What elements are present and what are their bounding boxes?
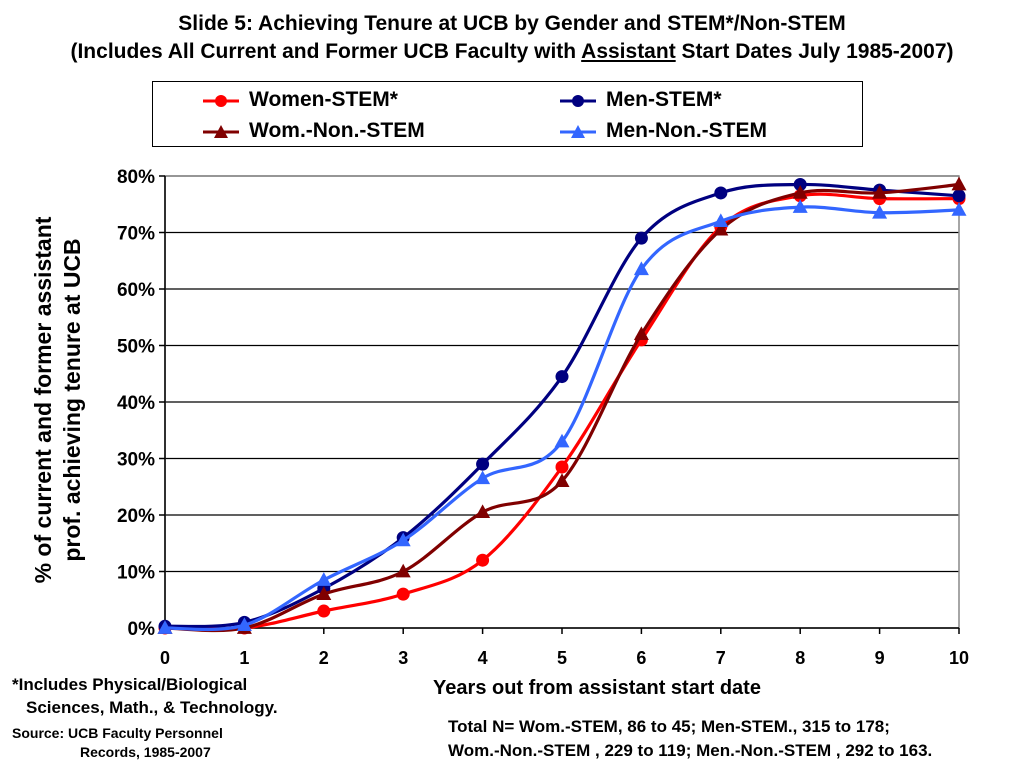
series-women-stem [158,189,966,635]
y-axis-label-line2: prof. achieving tenure at UCB [59,238,85,561]
triangle-marker-icon [203,125,239,138]
source-line1: Source: UCB Faculty Personnel [12,725,223,741]
y-tick-label: 10% [117,563,155,584]
y-tick-label: 60% [117,280,155,301]
circle-marker-icon [203,95,239,107]
page-subtitle: (Includes All Current and Former UCB Fac… [0,40,1024,64]
x-tick-label: 5 [557,648,567,668]
x-tick-label: 1 [239,648,249,668]
data-point [395,532,411,547]
subtitle-underlined-word: Assistant [581,40,676,63]
data-point [872,204,888,219]
x-tick-label: 8 [795,648,805,668]
data-point [872,185,888,199]
legend-label: Men-Non.-STEM [606,119,767,142]
x-tick-label: 10 [949,648,969,668]
y-tick-label: 80% [117,167,155,188]
data-point [633,326,649,341]
data-point [951,202,967,216]
data-point [634,231,648,245]
source-line2: Records, 1985-2007 [80,744,211,760]
x-tick-label: 3 [398,648,408,668]
data-point [633,261,649,276]
legend-label: Women-STEM* [249,88,398,111]
series-group [157,176,967,635]
total-n-line2: Wom.-Non.-STEM , 229 to 119; Men.-Non.-S… [448,741,933,760]
x-tick-label: 6 [636,648,646,668]
series-men-stem [158,177,966,633]
triangle-marker-icon [560,125,596,138]
data-point [475,504,491,519]
data-point [396,587,410,601]
x-tick-label: 4 [478,648,488,668]
legend-label: Wom.-Non.-STEM [249,119,425,142]
series-line [164,182,960,629]
data-point [157,620,173,634]
y-tick-label: 0% [128,619,156,640]
x-tick-label: 0 [160,648,170,668]
series-line [164,182,960,633]
data-point [317,604,331,618]
data-point [792,185,808,199]
data-point [236,617,252,632]
data-point [475,470,491,485]
data-point [714,186,728,200]
x-tick-label: 9 [875,648,885,668]
y-tick-label: 70% [117,224,155,245]
y-tick-label: 40% [117,393,155,414]
footnote-line2: Sciences, Math., & Technology. [26,698,278,717]
data-point [951,176,967,191]
subtitle-prefix: (Includes All Current and Former UCB Fac… [70,40,582,63]
y-tick-label: 20% [117,506,155,527]
data-point [555,370,569,384]
data-point [713,213,729,228]
data-point [793,177,807,191]
x-tick-label: 2 [319,648,329,668]
data-point [395,563,411,578]
data-point [476,553,490,567]
y-tick-label: 50% [117,337,155,358]
data-point [713,221,729,236]
tick-labels: 0% 10% 20% 30% 40% 50% 60% 70% 80% 0 1 2 3 4 5 6 7 8 9 10 [117,167,969,668]
series-men-non-stem [157,199,967,634]
total-n-line1: Total N= Wom.-STEM, 86 to 45; Men-STEM.,… [448,717,890,736]
subtitle-suffix: Start Dates July 1985-2007) [675,40,954,63]
data-point [952,189,966,203]
axes [159,175,960,634]
data-point [316,572,332,586]
circle-marker-icon [560,95,596,107]
y-axis-label-line1: % of current and former assistant [30,216,56,583]
page-title: Slide 5: Achieving Tenure at UCB by Gend… [178,12,846,35]
data-point [555,460,569,474]
x-tick-label: 7 [716,648,726,668]
data-point [476,457,490,471]
footnote-line1: *Includes Physical/Biological [12,675,248,694]
x-axis-label: Years out from assistant start date [433,677,761,699]
data-point [554,433,570,448]
series-line [164,192,960,631]
data-point [554,473,570,487]
data-point [792,199,808,213]
series-line [164,205,960,632]
series-wom-non-stem [157,176,967,634]
chart-legend: Women-STEM* Men-STEM* Wom.-Non.-STEM Men… [152,81,863,147]
y-tick-label: 30% [117,450,155,471]
legend-label: Men-STEM* [606,88,722,111]
data-point [316,586,332,600]
